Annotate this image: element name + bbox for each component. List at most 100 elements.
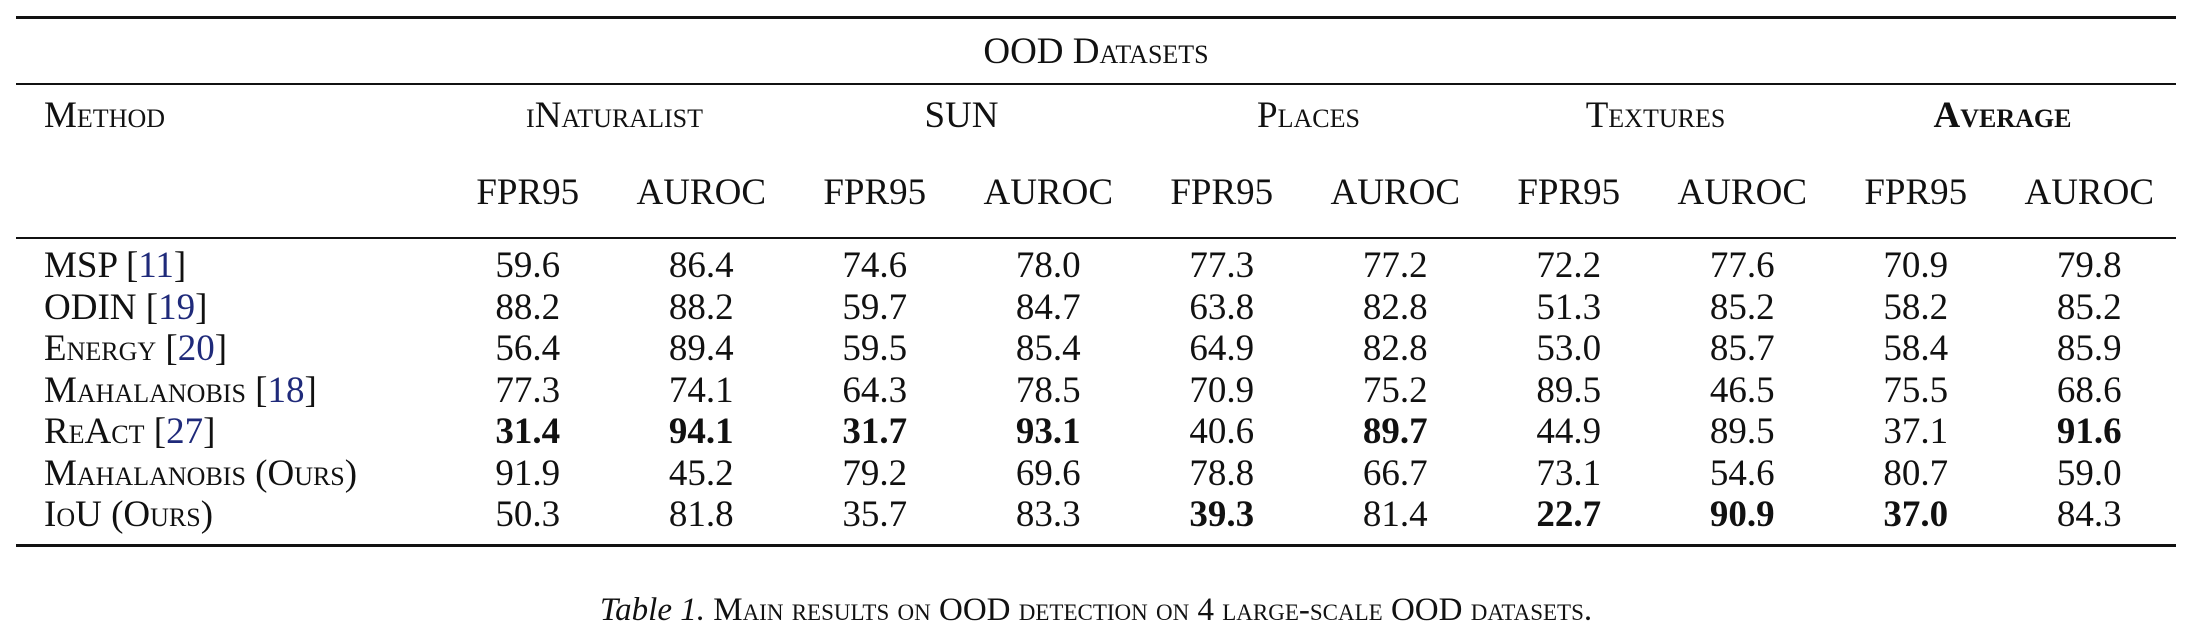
value-inaturalist-fpr95: 88.2 <box>495 286 561 328</box>
value-inaturalist-fpr95: 91.9 <box>495 452 561 494</box>
value-textures-fpr95: 22.7 <box>1536 494 1602 536</box>
body-rule <box>16 237 2176 239</box>
value-textures-fpr95: 44.9 <box>1536 411 1602 453</box>
value-sun-auroc: 78.5 <box>1015 369 1081 411</box>
bottom-rule <box>16 543 2176 547</box>
value-places-auroc: 82.8 <box>1362 286 1428 328</box>
value-inaturalist-auroc: 88.2 <box>668 286 734 328</box>
citation-link[interactable]: 27 <box>166 411 204 453</box>
citation-link[interactable]: 18 <box>267 369 305 411</box>
table-row: Mahalanobis (Ours) 91.9 45.2 79.2 69.6 78.8 66… <box>16 453 2176 495</box>
method-cell: MSP [11] <box>44 245 187 287</box>
method-name: MSP <box>44 245 117 287</box>
group-header-sun: SUN <box>924 94 999 136</box>
metric-header-fpr95: FPR95 <box>823 171 927 213</box>
value-average-fpr95: 37.0 <box>1883 494 1949 536</box>
value-places-fpr95: 70.9 <box>1189 369 1255 411</box>
caption-lead: Table 1. <box>599 592 705 628</box>
value-inaturalist-fpr95: 50.3 <box>495 494 561 536</box>
method-name: Mahalanobis (Ours) <box>44 452 358 494</box>
value-textures-fpr95: 72.2 <box>1536 245 1602 287</box>
metric-header-row: FPR95 AUROC FPR95 AUROC FPR95 AUROC FPR9… <box>16 145 2176 237</box>
table-row: Energy [20] 56.4 89.4 59.5 85.4 64.9 82.8 53.0 8… <box>16 328 2176 370</box>
value-places-fpr95: 39.3 <box>1189 494 1255 536</box>
method-cell: ReAct [27] <box>44 411 216 453</box>
table-row: MSP [11] 59.6 86.4 74.6 78.0 77.3 77.2 72.2 77.6… <box>16 245 2176 287</box>
value-places-auroc: 81.4 <box>1362 494 1428 536</box>
value-sun-auroc: 83.3 <box>1015 494 1081 536</box>
method-cell: Mahalanobis [18] <box>44 369 317 411</box>
caption-text: Main results on OOD detection on 4 large… <box>713 592 1593 628</box>
value-average-fpr95: 80.7 <box>1883 452 1949 494</box>
value-textures-auroc: 77.6 <box>1709 245 1775 287</box>
value-places-auroc: 77.2 <box>1362 245 1428 287</box>
value-average-auroc: 85.9 <box>2056 328 2122 370</box>
citation-link[interactable]: 20 <box>177 328 215 370</box>
value-sun-fpr95: 59.5 <box>842 328 908 370</box>
value-sun-auroc: 84.7 <box>1015 286 1081 328</box>
value-textures-auroc: 85.2 <box>1709 286 1775 328</box>
method-cell: Energy [20] <box>44 328 228 370</box>
value-places-auroc: 66.7 <box>1362 452 1428 494</box>
ood-datasets-header-row: OOD Datasets <box>16 19 2176 83</box>
table-row: ODIN [19] 88.2 88.2 59.7 84.7 63.8 82.8 51.3 85.… <box>16 287 2176 329</box>
value-places-fpr95: 40.6 <box>1189 411 1255 453</box>
value-textures-auroc: 89.5 <box>1709 411 1775 453</box>
value-sun-fpr95: 59.7 <box>842 286 908 328</box>
header-rule <box>16 83 2176 85</box>
value-places-fpr95: 77.3 <box>1189 245 1255 287</box>
value-inaturalist-auroc: 94.1 <box>668 411 734 453</box>
ood-datasets-header: OOD Datasets <box>983 30 1209 72</box>
value-average-auroc: 91.6 <box>2056 411 2122 453</box>
value-textures-auroc: 90.9 <box>1709 494 1775 536</box>
value-sun-fpr95: 35.7 <box>842 494 908 536</box>
value-inaturalist-auroc: 74.1 <box>668 369 734 411</box>
value-places-fpr95: 64.9 <box>1189 328 1255 370</box>
metric-header-fpr95: FPR95 <box>1170 171 1274 213</box>
value-inaturalist-auroc: 86.4 <box>668 245 734 287</box>
metric-header-auroc: AUROC <box>636 171 767 213</box>
value-inaturalist-auroc: 81.8 <box>668 494 734 536</box>
group-header-textures: Textures <box>1585 94 1726 136</box>
value-average-fpr95: 70.9 <box>1883 245 1949 287</box>
value-average-auroc: 59.0 <box>2056 452 2122 494</box>
value-sun-fpr95: 64.3 <box>842 369 908 411</box>
value-textures-fpr95: 73.1 <box>1536 452 1602 494</box>
value-places-auroc: 75.2 <box>1362 369 1428 411</box>
value-textures-auroc: 85.7 <box>1709 328 1775 370</box>
metric-header-auroc: AUROC <box>2024 171 2155 213</box>
method-name: IoU (Ours) <box>44 494 214 536</box>
value-inaturalist-auroc: 45.2 <box>668 452 734 494</box>
method-name: Energy <box>44 328 157 370</box>
value-sun-auroc: 69.6 <box>1015 452 1081 494</box>
citation-link[interactable]: 19 <box>158 286 196 328</box>
value-average-fpr95: 58.2 <box>1883 286 1949 328</box>
value-average-auroc: 85.2 <box>2056 286 2122 328</box>
method-cell: IoU (Ours) <box>16 493 441 536</box>
method-cell: Mahalanobis (Ours) <box>16 452 441 495</box>
value-sun-fpr95: 79.2 <box>842 452 908 494</box>
value-inaturalist-fpr95: 31.4 <box>495 411 561 453</box>
value-inaturalist-auroc: 89.4 <box>668 328 734 370</box>
table-body: MSP [11] 59.6 86.4 74.6 78.0 77.3 77.2 72.2 77.6… <box>16 239 2176 544</box>
value-textures-auroc: 54.6 <box>1709 452 1775 494</box>
method-cell: ODIN [19] <box>44 286 208 328</box>
value-places-auroc: 89.7 <box>1362 411 1428 453</box>
value-textures-fpr95: 89.5 <box>1536 369 1602 411</box>
group-header-places: Places <box>1257 94 1360 136</box>
value-sun-fpr95: 31.7 <box>842 411 908 453</box>
metric-header-auroc: AUROC <box>1330 171 1461 213</box>
value-inaturalist-fpr95: 77.3 <box>495 369 561 411</box>
value-sun-auroc: 93.1 <box>1015 411 1081 453</box>
method-name: ReAct <box>44 411 145 453</box>
metric-header-fpr95: FPR95 <box>476 171 580 213</box>
citation-link[interactable]: 11 <box>138 245 174 287</box>
value-places-fpr95: 78.8 <box>1189 452 1255 494</box>
value-average-auroc: 84.3 <box>2056 494 2122 536</box>
results-table: OOD Datasets Method iNaturalist SUN Plac… <box>16 16 2176 547</box>
value-average-fpr95: 58.4 <box>1883 328 1949 370</box>
table-row: Mahalanobis [18] 77.3 74.1 64.3 78.5 70.9 75.2… <box>16 370 2176 412</box>
table-row: ReAct [27] 31.4 94.1 31.7 93.1 40.6 89.7 44.9 89… <box>16 411 2176 453</box>
value-sun-auroc: 85.4 <box>1015 328 1081 370</box>
group-header-row: Method iNaturalist SUN Places Textures A… <box>16 85 2176 145</box>
